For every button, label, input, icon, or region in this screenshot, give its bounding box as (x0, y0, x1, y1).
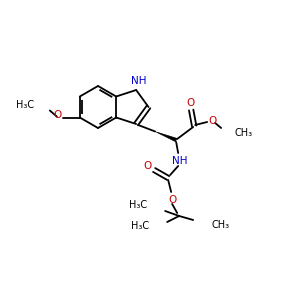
Text: O: O (186, 98, 194, 108)
Text: NH: NH (130, 76, 146, 85)
Text: CH₃: CH₃ (211, 220, 229, 230)
Text: H₃C: H₃C (129, 200, 147, 210)
Polygon shape (156, 132, 177, 142)
Text: O: O (208, 116, 216, 126)
Text: H₃C: H₃C (131, 221, 149, 231)
Text: CH₃: CH₃ (234, 128, 252, 138)
Text: O: O (143, 161, 151, 171)
Text: NH: NH (172, 156, 188, 166)
Text: H₃C: H₃C (16, 100, 34, 110)
Text: O: O (54, 110, 62, 121)
Text: O: O (168, 195, 176, 205)
